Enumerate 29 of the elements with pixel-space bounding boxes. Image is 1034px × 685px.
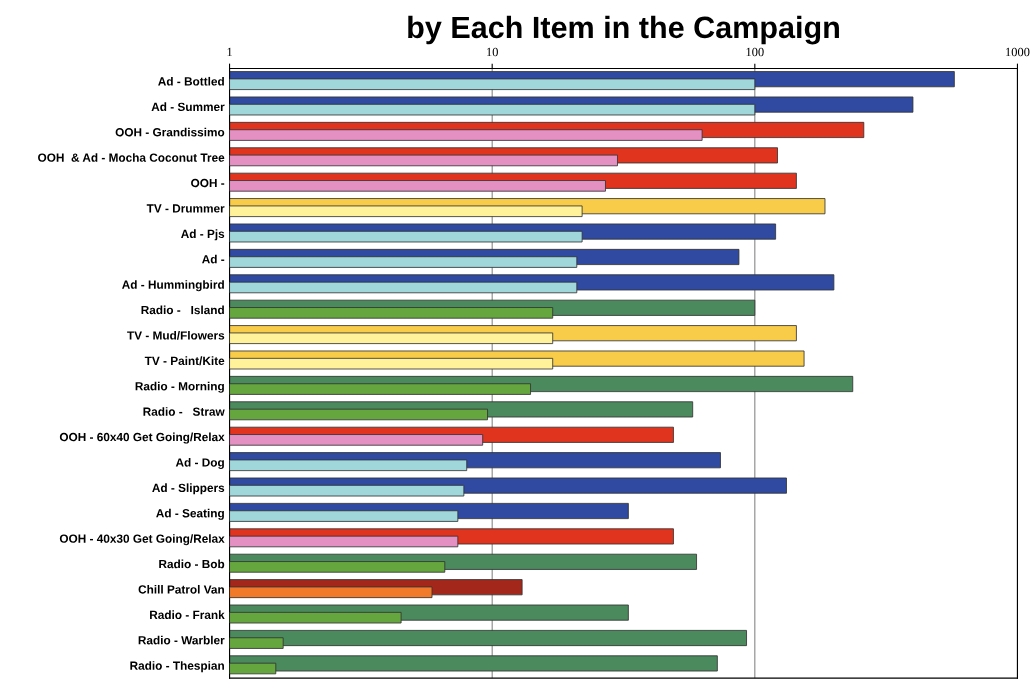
y-tick-label: Ad - Pjs xyxy=(181,229,225,241)
y-tick-label: Ad - Slippers xyxy=(152,483,225,495)
y-tick-label: Radio - Thespian xyxy=(130,661,224,673)
y-tick-label: Ad - xyxy=(202,254,225,264)
chart-title: by Each Item in the Campaign xyxy=(408,15,839,45)
y-tick-label: Ad - Summer xyxy=(151,102,225,111)
x-tick-label: 1000 xyxy=(1006,47,1030,57)
y-tick-label: Radio - Morning xyxy=(135,381,224,393)
y-tick-label: Radio - Island xyxy=(141,305,224,315)
x-tick-label: 10 xyxy=(487,47,498,57)
y-tick-label: Ad - Dog xyxy=(175,457,224,470)
y-tick-label: OOH - Grandissimo xyxy=(115,127,225,137)
y-tick-label: TV - Drummer xyxy=(146,204,225,213)
y-tick-label: OOH & Ad - Mocha Coconut Tree xyxy=(38,153,225,162)
y-tick-label: Ad - Bottled xyxy=(158,76,224,86)
x-tick-label: 100 xyxy=(746,47,764,57)
y-tick-label: Radio - Warbler xyxy=(138,635,225,645)
y-tick-label: Ad - Seating xyxy=(156,508,224,520)
y-tick-label: TV - Paint/Kite xyxy=(144,356,225,366)
y-tick-label: Radio - Straw xyxy=(143,407,225,416)
y-tick-label: Radio - Bob xyxy=(159,559,225,569)
x-tick-label: 1 xyxy=(227,47,232,57)
y-tick-label: OOH - xyxy=(191,178,225,188)
y-tick-label: Ad - Hummingbird xyxy=(122,280,224,292)
y-tick-label: TV - Mud/Flowers xyxy=(127,330,225,340)
y-tick-label: Chill Patrol Van xyxy=(138,584,224,594)
y-tick-label: Radio - Frank xyxy=(150,610,225,620)
y-tick-label: OOH - 40x30 Get Going/Relax xyxy=(59,534,225,546)
y-tick-label: OOH - 60x40 Get Going/Relax xyxy=(59,432,225,444)
